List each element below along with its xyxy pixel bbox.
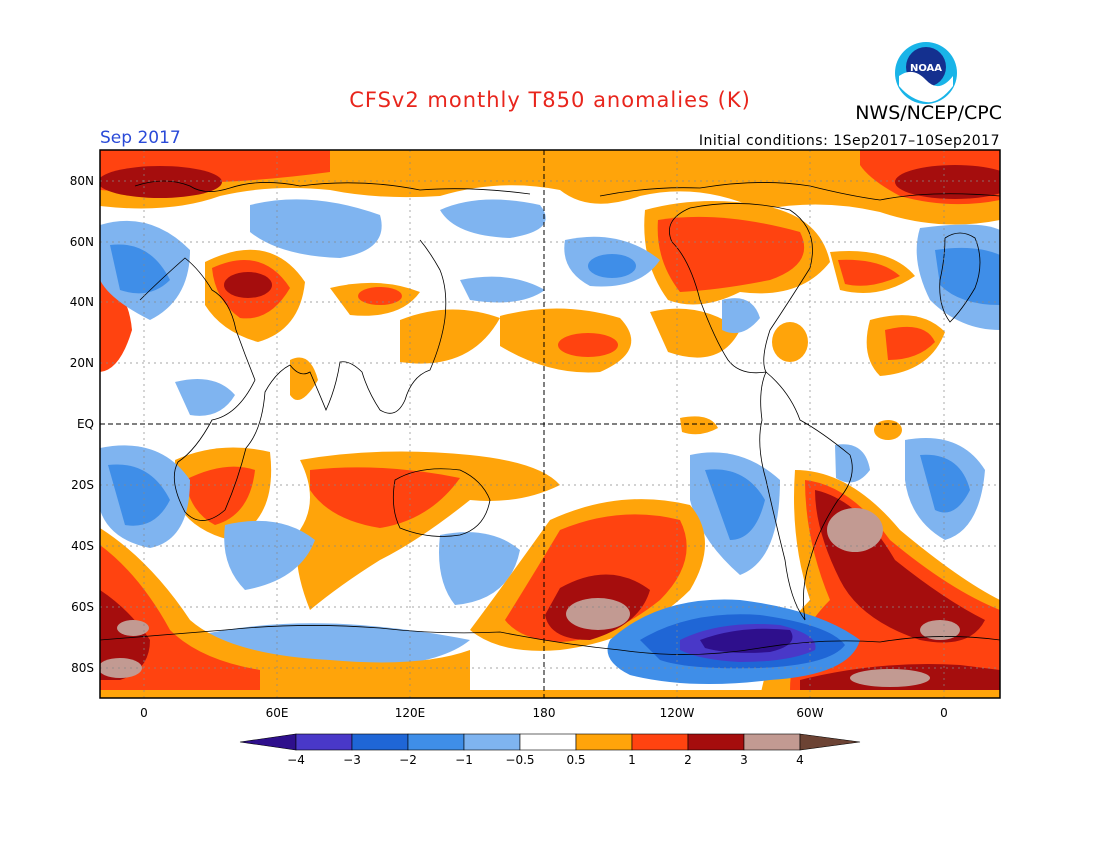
lat-label: 60N <box>70 235 94 249</box>
legend-tick: −1 <box>455 753 473 767</box>
lat-label: EQ <box>77 417 94 431</box>
lon-label: 180 <box>533 706 556 720</box>
legend-arrow-low <box>239 733 297 751</box>
legend-swatch <box>407 733 465 751</box>
coastlines <box>100 180 1000 655</box>
initial-conditions-label: Initial conditions: 1Sep2017–10Sep2017 <box>698 133 1000 149</box>
legend-swatch <box>463 733 521 751</box>
organization-label: NWS/NCEP/CPC <box>855 102 1002 124</box>
legend-tick: 4 <box>796 753 804 767</box>
legend-swatch <box>631 733 689 751</box>
noaa-logo: NOAA <box>895 42 957 104</box>
lat-label: 40S <box>71 539 94 553</box>
color-legend: −4 −3 −2 −1 −0.5 0.5 1 2 3 4 <box>239 733 861 767</box>
legend-tick: 1 <box>628 753 636 767</box>
equator-dateline <box>100 150 1000 698</box>
legend-tick: −3 <box>343 753 361 767</box>
legend-swatch <box>295 733 353 751</box>
lat-label: 80N <box>70 174 94 188</box>
legend-tick: 3 <box>740 753 748 767</box>
legend-swatch <box>687 733 745 751</box>
legend-swatch <box>519 733 577 751</box>
legend-tick: −0.5 <box>505 753 534 767</box>
lon-label: 60W <box>796 706 823 720</box>
lon-label: 120E <box>395 706 426 720</box>
legend-swatch <box>575 733 633 751</box>
lat-label: 60S <box>71 600 94 614</box>
graticule <box>100 150 1000 698</box>
map-frame <box>99 149 1001 699</box>
lat-label: 80S <box>71 661 94 675</box>
chart-title: CFSv2 monthly T850 anomalies (K) <box>349 88 751 112</box>
legend-tick: −2 <box>399 753 417 767</box>
logo-text: NOAA <box>910 63 942 74</box>
lon-label: 0 <box>140 706 148 720</box>
legend-arrow-high <box>799 733 861 751</box>
latitude-labels: 80N 60N 40N 20N EQ 20S 40S 60S 80S <box>70 174 94 675</box>
lat-label: 20N <box>70 356 94 370</box>
lat-label: 20S <box>71 478 94 492</box>
period-label: Sep 2017 <box>100 128 181 148</box>
legend-tick: −4 <box>287 753 305 767</box>
legend-swatch <box>351 733 409 751</box>
lon-label: 120W <box>660 706 695 720</box>
lat-label: 40N <box>70 295 94 309</box>
lon-label: 60E <box>266 706 289 720</box>
longitude-labels: 0 60E 120E 180 120W 60W 0 <box>140 706 948 720</box>
legend-swatch <box>743 733 801 751</box>
legend-tick: 0.5 <box>566 753 585 767</box>
legend-tick: 2 <box>684 753 692 767</box>
lon-label: 0 <box>940 706 948 720</box>
